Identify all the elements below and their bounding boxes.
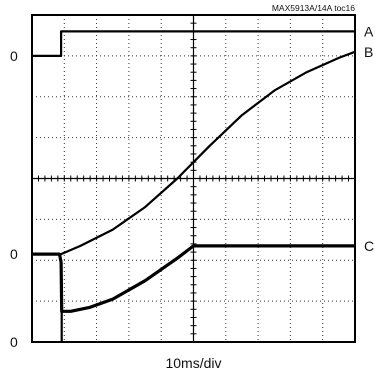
labels: AB C 0 0 0	[10, 23, 374, 350]
plot-frame	[31, 14, 356, 343]
trace-b	[32, 50, 356, 256]
zero-marker: 0	[10, 48, 18, 64]
grid	[32, 15, 355, 342]
traces	[32, 30, 356, 342]
chart-annotation: MAX5913A/14A toc16	[272, 3, 355, 13]
trace-c	[32, 244, 355, 313]
zero-marker: 0	[10, 334, 18, 350]
trace-a	[32, 30, 355, 57]
zero-marker: 0	[10, 246, 18, 262]
trace-label-c: C	[364, 238, 374, 254]
trace-label-a: A	[364, 23, 374, 39]
trace-label-b: B	[364, 44, 373, 60]
x-axis-label: 10ms/div	[165, 355, 221, 371]
